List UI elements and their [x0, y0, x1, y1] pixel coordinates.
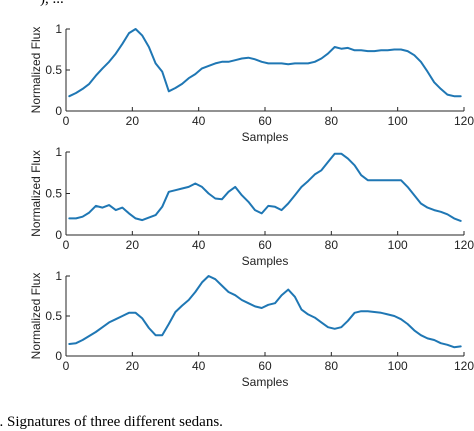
series-line-1 [68, 28, 462, 98]
x-tick-label: 80 [325, 359, 339, 373]
series-line-1 [68, 152, 462, 222]
x-tick-label: 120 [454, 114, 474, 128]
x-tick-label: 40 [192, 359, 206, 373]
chart-panel-1: 0 20 40 60 80 100 120 0 0.5 1 Samples Normalized Fl… [29, 22, 474, 144]
x-tick-label: 20 [126, 359, 140, 373]
y-axis-label: Normalized Flux [29, 273, 43, 360]
x-tick-label: 80 [325, 238, 339, 252]
chart-panel-2: 0 20 40 60 80 100 120 0 0.5 1 Samples Normalized Fl… [29, 145, 474, 268]
y-tick-label: 0 [55, 228, 62, 242]
y-tick-label: 1 [55, 269, 62, 283]
x-axis-label: Samples [242, 375, 289, 389]
x-tick-label: 80 [325, 114, 339, 128]
x-tick-label: 40 [192, 114, 206, 128]
x-tick-label: 40 [192, 238, 206, 252]
chart-panel-3: 0 20 40 60 80 100 120 0 0.5 1 Samples Normalized Fl… [29, 269, 474, 389]
x-axis-label: Samples [242, 254, 289, 268]
x-tick-label: 120 [454, 359, 474, 373]
x-tick-label: 0 [63, 114, 70, 128]
x-axis-label: Samples [242, 130, 289, 144]
x-tick-label: 60 [258, 359, 272, 373]
x-tick-label: 100 [388, 114, 408, 128]
y-axis-label: Normalized Flux [29, 150, 43, 237]
y-axis-label: Normalized Flux [29, 27, 43, 114]
x-tick-label: 100 [388, 238, 408, 252]
y-tick-label: 0 [55, 349, 62, 363]
y-tick-label: 0.5 [45, 309, 62, 323]
y-tick-label: 1 [55, 22, 62, 36]
x-tick-label: 20 [126, 238, 140, 252]
y-tick-label: 1 [55, 145, 62, 159]
x-tick-label: 60 [258, 238, 272, 252]
y-tick-label: 0.5 [45, 187, 62, 201]
series-line-1 [68, 275, 462, 349]
x-tick-label: 60 [258, 114, 272, 128]
figure-caption: 1. Signatures of three different sedans. [0, 414, 223, 430]
y-tick-label: 0.5 [45, 63, 62, 77]
x-tick-label: 0 [63, 359, 70, 373]
x-tick-label: 0 [63, 238, 70, 252]
x-tick-label: 100 [388, 359, 408, 373]
x-tick-label: 20 [126, 114, 140, 128]
x-tick-label: 120 [454, 238, 474, 252]
y-tick-label: 0 [55, 104, 62, 118]
top-caption-fragment: ), ... [40, 0, 474, 8]
